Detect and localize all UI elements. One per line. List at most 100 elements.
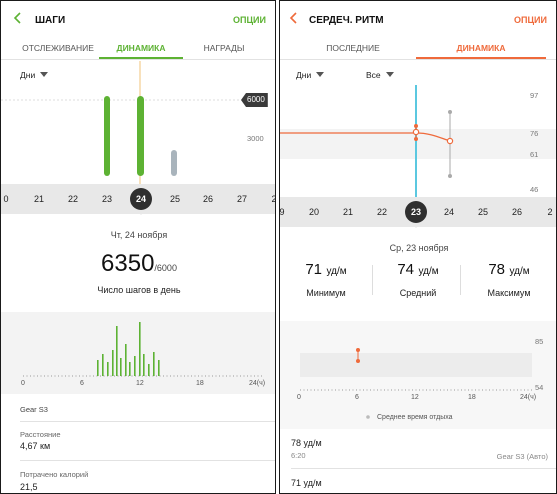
period-dropdown-label: Дни [296, 70, 312, 80]
day-item[interactable]: 0 [3, 194, 9, 204]
heart-rate-panel: СЕРДЕЧ. РИТМ ОПЦИИ ПОСЛЕДНИЕ ДИНАМИКА Дн… [279, 0, 557, 494]
divider [372, 265, 373, 295]
stat-value: 78 [488, 261, 506, 278]
bar-day-23 [104, 96, 110, 176]
options-button[interactable]: ОПЦИИ [514, 15, 547, 25]
y-axis-label: 61 [530, 150, 539, 159]
hour-bar [116, 326, 118, 376]
day-item[interactable]: 9 [279, 207, 285, 217]
entry-value[interactable]: 71 уд/м [291, 478, 322, 488]
stat-label: Максимум [487, 288, 531, 298]
filter-dropdown-label: Все [366, 70, 381, 80]
steps-panel: ШАГИ ОПЦИИ ОТСЛЕЖИВАНИЕ ДИНАМИКА НАГРАДЫ… [0, 0, 276, 494]
divider [460, 265, 461, 295]
day-item[interactable]: 2 [547, 207, 553, 217]
hour-tick: 12 [411, 394, 419, 401]
chevron-down-icon [40, 72, 49, 77]
day-item[interactable]: 25 [477, 207, 488, 217]
selected-day-pointer [411, 223, 421, 228]
day-item[interactable]: 21 [342, 207, 353, 217]
day-item[interactable]: 21 [33, 194, 44, 204]
bar-day-24 [137, 96, 144, 176]
options-button[interactable]: ОПЦИИ [233, 15, 266, 25]
steps-caption: Число шагов в день [97, 285, 181, 295]
bar-day-25 [171, 150, 177, 176]
stat-label: Минимум [306, 288, 346, 298]
stat-min: 71 уд/м [280, 261, 372, 279]
avg-point [446, 137, 454, 145]
period-dropdown[interactable]: Дни [20, 70, 49, 80]
hour-bar [125, 344, 127, 376]
day-item[interactable]: 25 [169, 194, 180, 204]
hour-bar [153, 352, 155, 376]
steps-goal: /6000 [154, 263, 177, 273]
day-item[interactable]: 26 [511, 207, 522, 217]
day-item[interactable]: 24 [443, 207, 454, 217]
distance-value: 4,67 км [20, 441, 51, 451]
hour-tick: 6 [355, 394, 359, 401]
heart-rate-trend-chart [280, 85, 556, 197]
device-name: Gear S3 [20, 405, 48, 414]
day-item[interactable]: 2 [271, 194, 276, 204]
min-point [356, 359, 360, 363]
calories-value: 21,5 [20, 482, 38, 492]
hour-tick: 24(ч) [249, 380, 266, 387]
chevron-left-icon[interactable] [13, 12, 22, 26]
entry-source: Gear S3 (Авто) [496, 452, 548, 461]
selected-date: Чт, 24 ноября [110, 230, 168, 240]
day-item[interactable]: 26 [202, 194, 213, 204]
max-point [448, 110, 452, 114]
day-item[interactable]: 22 [376, 207, 387, 217]
steps-value: 6350 [101, 250, 155, 277]
selected-day-pointer [136, 210, 146, 215]
entry-time: 6:20 [291, 451, 306, 460]
resting-range-band [300, 353, 532, 377]
max-point [414, 124, 418, 128]
tab-recent[interactable]: ПОСЛЕДНИЕ [326, 43, 380, 53]
hour-tick: 6 [80, 380, 84, 387]
divider [20, 460, 275, 461]
period-dropdown[interactable]: Дни [296, 70, 325, 80]
selected-day[interactable]: 23 [405, 201, 427, 223]
hour-tick: 24(ч) [520, 394, 537, 401]
stat-unit: уд/м [326, 266, 347, 277]
day-item[interactable]: 27 [236, 194, 247, 204]
page-title: СЕРДЕЧ. РИТМ [309, 15, 384, 26]
tab-dynamics[interactable]: ДИНАМИКА [456, 43, 506, 53]
hour-bar [107, 362, 109, 376]
tab-awards[interactable]: НАГРАДЫ [203, 43, 245, 53]
hour-tick: 18 [196, 380, 204, 387]
legend-label: Среднее время отдыха [377, 414, 453, 421]
selected-date: Ср, 23 ноября [389, 243, 449, 253]
y-axis-label: 54 [535, 383, 544, 392]
hour-bar [143, 354, 145, 376]
page-title: ШАГИ [35, 15, 66, 26]
stat-value: 74 [397, 261, 415, 278]
active-tab-indicator [416, 57, 546, 59]
divider [291, 468, 556, 469]
y-axis-label: 97 [530, 91, 539, 100]
hour-bar [102, 354, 104, 376]
tab-tracking[interactable]: ОТСЛЕЖИВАНИЕ [22, 43, 94, 53]
hour-bar [129, 362, 131, 376]
hour-bar [97, 360, 99, 376]
day-item[interactable]: 22 [67, 194, 78, 204]
divider [20, 421, 275, 422]
stat-max: 78 уд/м [460, 261, 556, 279]
day-item[interactable]: 23 [101, 194, 112, 204]
hour-bar [134, 356, 136, 376]
hourly-steps-chart [23, 322, 263, 377]
chevron-down-icon [385, 72, 394, 77]
hour-tick: 0 [297, 394, 301, 401]
chevron-left-icon[interactable] [289, 12, 298, 26]
entry-value[interactable]: 78 уд/м [291, 438, 322, 448]
selected-day[interactable]: 24 [130, 188, 152, 210]
hour-tick: 12 [136, 380, 144, 387]
tab-dynamics[interactable]: ДИНАМИКА [116, 43, 166, 53]
day-item[interactable]: 20 [308, 207, 319, 217]
filter-dropdown[interactable]: Все [366, 70, 394, 80]
y-axis-label: 85 [535, 337, 544, 346]
active-tab-indicator [99, 57, 183, 59]
goal-badge: 6000 [241, 93, 268, 107]
distance-label: Расстояние [20, 430, 61, 439]
